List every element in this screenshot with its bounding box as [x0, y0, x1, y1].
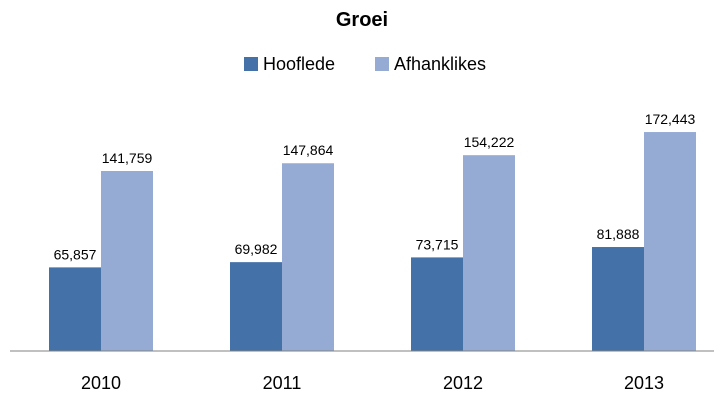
data-label-afhanklikes-2012: 154,222 [464, 134, 515, 150]
legend-label-afhanklikes: Afhanklikes [394, 54, 486, 74]
legend-swatch-hooflede [244, 57, 258, 71]
bar-afhanklikes-2012 [463, 155, 515, 351]
x-tick-label-2011: 2011 [263, 373, 302, 393]
legend-label-hooflede: Hooflede [263, 54, 335, 74]
x-tick-label-2013: 2013 [624, 373, 664, 393]
bar-hooflede-2010 [49, 267, 101, 351]
bar-afhanklikes-2011 [282, 163, 334, 351]
bar-afhanklikes-2010 [101, 171, 153, 351]
legend: Hooflede Afhanklikes [244, 54, 486, 74]
chart-title: Groei [336, 9, 388, 31]
x-tick-label-2012: 2012 [443, 373, 483, 393]
data-label-hooflede-2010: 65,857 [54, 246, 97, 262]
legend-swatch-afhanklikes [375, 57, 389, 71]
plot-area: 65,857 141,759 2010 69,982 147,864 2011 73,715… [49, 111, 696, 393]
bar-hooflede-2011 [230, 262, 282, 351]
bar-hooflede-2013 [592, 247, 644, 351]
x-tick-label-2010: 2010 [81, 373, 121, 393]
data-label-hooflede-2011: 69,982 [235, 241, 278, 257]
data-label-afhanklikes-2013: 172,443 [645, 111, 696, 127]
data-label-hooflede-2012: 73,715 [416, 236, 459, 252]
data-label-afhanklikes-2011: 147,864 [283, 142, 334, 158]
bar-afhanklikes-2013 [644, 132, 696, 351]
bar-hooflede-2012 [411, 257, 463, 351]
data-label-afhanklikes-2010: 141,759 [102, 150, 153, 166]
data-label-hooflede-2013: 81,888 [597, 226, 640, 242]
